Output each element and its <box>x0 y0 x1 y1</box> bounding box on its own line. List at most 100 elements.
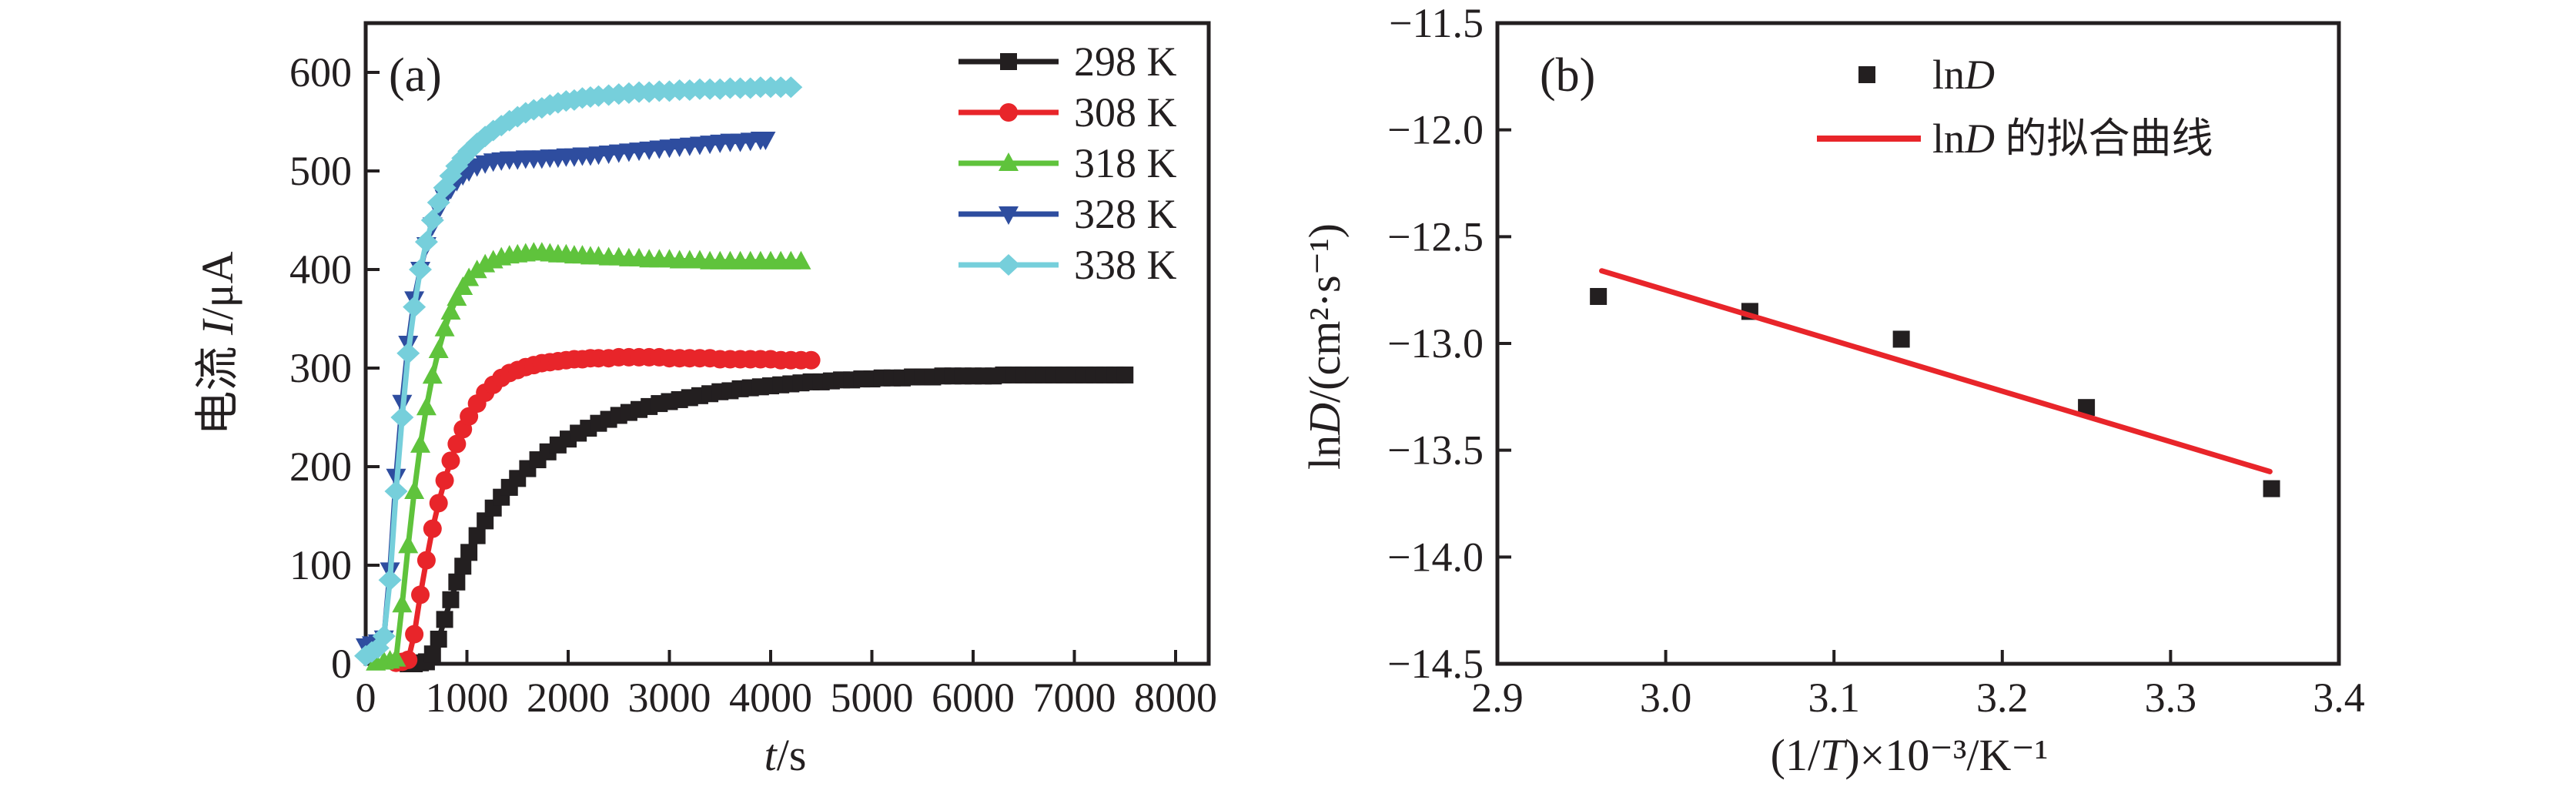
x-tick-label: 8000 <box>1134 675 1217 721</box>
series-marker-318 K <box>434 317 455 337</box>
series-marker-308 K <box>417 551 436 570</box>
y-tick-label: 500 <box>289 148 352 194</box>
series-marker-308 K <box>435 471 454 490</box>
chart-a-y-axis-label: 电流 I/μA <box>192 251 243 435</box>
x-tick-label: 3.1 <box>1808 675 1860 721</box>
y-tick-label: −12.0 <box>1387 107 1484 153</box>
series-marker-308 K <box>429 494 448 513</box>
x-tick-label: 4000 <box>729 675 812 721</box>
series-marker-338 K <box>384 481 408 502</box>
series-marker-318 K <box>410 434 431 453</box>
y-tick-label: −12.5 <box>1387 213 1484 260</box>
x-tick-label: 7000 <box>1032 675 1116 721</box>
series-marker-338 K <box>396 342 420 364</box>
series-marker-318 K <box>422 365 443 384</box>
series-marker-lnD <box>1590 287 1607 305</box>
y-tick-label: 100 <box>289 542 352 588</box>
series-line-308 K <box>393 354 815 666</box>
series-marker-318 K <box>404 481 425 499</box>
chart-b-x-axis-label: (1/T)×10⁻³/K⁻¹ <box>1771 730 2049 780</box>
series-marker-338 K <box>372 625 396 648</box>
series-marker-328 K <box>755 132 776 151</box>
y-tick-label: 200 <box>289 444 352 490</box>
series-marker-298 K <box>448 573 466 591</box>
series-marker-338 K <box>378 569 402 591</box>
x-tick-label: 2000 <box>527 675 610 721</box>
series-marker-lnD <box>2078 399 2096 417</box>
series-marker-338 K <box>390 407 414 428</box>
series-marker-lnD <box>2263 480 2280 497</box>
series-marker-308 K <box>405 625 424 644</box>
x-tick-label: 3.0 <box>1640 675 1692 721</box>
series-marker-318 K <box>416 397 437 416</box>
y-tick-label: 0 <box>331 641 352 687</box>
series-marker-318 K <box>447 287 467 306</box>
series-marker-298 K <box>468 527 486 544</box>
panel-b-label: (b) <box>1540 49 1595 102</box>
series-marker-338 K <box>414 231 438 253</box>
legend-a-label-298k: 298 K <box>1074 39 1177 85</box>
series-marker-308 K <box>801 350 821 370</box>
series-marker-298 K <box>477 512 494 530</box>
series-marker-lnD <box>1892 330 1910 348</box>
series-marker-318 K <box>440 301 461 320</box>
series-marker-308 K <box>447 434 467 454</box>
chart-b-y-axis-label: lnD/(cm²·s⁻¹) <box>1300 223 1350 470</box>
series-line-298 K <box>405 372 1128 667</box>
series-marker-298 K <box>1116 366 1134 383</box>
y-tick-label: −13.0 <box>1387 320 1484 367</box>
chart-b-legend: lnD lnD 的拟合曲线 <box>1817 52 2213 162</box>
series-marker-308 K <box>423 519 442 538</box>
x-tick-label: 3000 <box>627 675 711 721</box>
legend-a-marker-338 K <box>997 254 1020 276</box>
legend-a-marker-318 K <box>999 152 1019 171</box>
x-tick-label: 2.9 <box>1471 675 1524 721</box>
x-tick-label: 1000 <box>425 675 508 721</box>
legend-a-marker-298 K <box>1000 53 1017 70</box>
plot-frame <box>363 21 1211 666</box>
series-marker-338 K <box>409 259 433 280</box>
y-tick-label: 400 <box>289 246 352 293</box>
series-marker-318 K <box>791 250 811 270</box>
series-marker-298 K <box>423 645 441 663</box>
series-line-318 K <box>373 249 804 666</box>
series-marker-298 K <box>430 631 447 648</box>
series-marker-298 K <box>454 558 472 575</box>
chart-a-plot-area: 0 1000 2000 3000 4000 5000 6000 7000 8000 0 100 200… <box>289 21 1217 721</box>
legend-a-marker-328 K <box>999 206 1019 225</box>
series-marker-298 K <box>436 611 453 628</box>
series-marker-308 K <box>411 585 430 604</box>
series-marker-318 K <box>398 534 419 554</box>
y-tick-label: −14.5 <box>1387 641 1484 687</box>
y-tick-label: −13.5 <box>1387 427 1484 474</box>
legend-b-label-fit: lnD 的拟合曲线 <box>1932 116 2213 162</box>
series-marker-338 K <box>420 209 444 231</box>
series-marker-298 K <box>460 544 478 561</box>
series-marker-338 K <box>403 296 427 318</box>
series-marker-298 K <box>442 591 460 608</box>
y-tick-label: 600 <box>289 49 352 95</box>
x-tick-label: 6000 <box>932 675 1015 721</box>
x-tick-label: 3.3 <box>2145 675 2197 721</box>
chart-b-plot-area: 2.9 3.0 3.1 3.2 3.3 3.4 −11.5 −12.0 −12.5 −13.0 −1… <box>1387 0 2365 721</box>
series-marker-318 K <box>428 339 449 358</box>
legend-a-label-328k: 328 K <box>1074 191 1177 237</box>
legend-a-label-338k: 338 K <box>1074 242 1177 288</box>
series-marker-318 K <box>392 594 413 613</box>
x-tick-label: 5000 <box>830 675 913 721</box>
legend-b-label-lnd: lnD <box>1932 52 1995 98</box>
legend-b-marker-lnd <box>1858 66 1875 83</box>
panel-a-label: (a) <box>389 49 442 102</box>
chart-a-x-axis-label: t/s <box>764 730 807 780</box>
x-tick-label: 3.2 <box>1976 675 2029 721</box>
series-marker-338 K <box>779 76 803 99</box>
y-tick-label: −14.0 <box>1387 534 1484 580</box>
series-marker-308 K <box>441 451 460 471</box>
y-tick-label: 300 <box>289 345 352 391</box>
x-tick-label: 0 <box>356 675 376 721</box>
legend-a-marker-308 K <box>999 103 1018 122</box>
legend-a-label-318k: 318 K <box>1074 140 1177 186</box>
legend-a-label-308k: 308 K <box>1074 89 1177 136</box>
